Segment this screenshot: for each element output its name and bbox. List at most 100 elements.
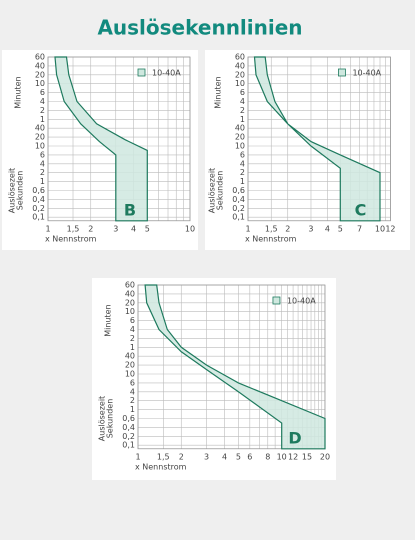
y-tick-label: 1 xyxy=(130,343,135,352)
curve-letter: C xyxy=(355,200,367,219)
y-tick-label: 20 xyxy=(235,133,245,142)
x-tick-label: 1,5 xyxy=(265,224,278,233)
x-axis-label: x Nennstrom xyxy=(45,234,97,243)
x-tick-label: 2 xyxy=(88,224,93,233)
y-tick-label: 40 xyxy=(125,289,135,298)
y-tick-label: 20 xyxy=(125,361,135,370)
y-tick-label: 40 xyxy=(35,61,45,70)
y-tick-label: 2 xyxy=(240,106,245,115)
x-tick-label: 10 xyxy=(277,452,287,461)
y-axis-lower: Auslösezeit xyxy=(98,396,107,441)
x-tick-label: 10 xyxy=(185,224,195,233)
grid-frame xyxy=(247,56,391,222)
y-tick-label: 0,1 xyxy=(232,213,245,222)
legend-swatch xyxy=(338,68,346,77)
x-tick-label: 5 xyxy=(338,224,343,233)
y-tick-label: 10 xyxy=(35,142,45,151)
page-title: Auslösekennlinien xyxy=(97,16,302,40)
y-axis-lower: Auslösezeit xyxy=(208,168,217,213)
y-tick-label: 4 xyxy=(240,97,245,106)
y-tick-label: 4 xyxy=(130,325,135,334)
x-tick-label: 5 xyxy=(236,452,241,461)
x-tick-label: 10 xyxy=(375,224,385,233)
x-tick-label: 3 xyxy=(204,452,209,461)
y-tick-label: 0,6 xyxy=(32,186,45,195)
y-tick-label: 0,4 xyxy=(32,195,45,204)
y-tick-label: 60 xyxy=(35,53,45,62)
y-tick-label: 20 xyxy=(125,298,135,307)
y-tick-label: 0,2 xyxy=(232,204,245,213)
y-axis-lower: Sekunden xyxy=(216,171,225,211)
x-tick-label: 2 xyxy=(179,452,184,461)
y-tick-label: 0,6 xyxy=(232,186,245,195)
x-tick-label: 3 xyxy=(308,224,313,233)
y-axis-lower: Sekunden xyxy=(16,171,25,211)
y-tick-label: 6 xyxy=(40,150,45,159)
y-tick-label: 40 xyxy=(35,124,45,133)
x-tick-label: 1 xyxy=(45,224,50,233)
y-tick-label: 1 xyxy=(240,115,245,124)
curve-letter: B xyxy=(124,200,136,219)
legend-label: 10-40A xyxy=(352,69,381,78)
y-tick-label: 4 xyxy=(240,159,245,168)
y-tick-label: 10 xyxy=(125,307,135,316)
trip-band xyxy=(253,56,381,222)
y-tick-label: 6 xyxy=(240,150,245,159)
x-axis-label: x Nennstrom xyxy=(135,462,187,471)
y-axis-upper: Minuten xyxy=(14,76,23,108)
legend-swatch xyxy=(137,68,146,77)
y-tick-label: 4 xyxy=(130,387,135,396)
grid-frame xyxy=(137,284,326,450)
y-tick-label: 10 xyxy=(235,142,245,151)
y-tick-label: 60 xyxy=(125,281,135,290)
y-tick-label: 4 xyxy=(40,159,45,168)
y-tick-label: 4 xyxy=(40,97,45,106)
y-tick-label: 2 xyxy=(130,396,135,405)
y-tick-label: 40 xyxy=(235,61,245,70)
x-tick-label: 5 xyxy=(145,224,150,233)
y-tick-label: 20 xyxy=(35,70,45,79)
trip-band xyxy=(54,56,148,222)
trip-band xyxy=(144,284,326,450)
y-axis-lower: Sekunden xyxy=(106,399,115,439)
x-tick-label: 1,5 xyxy=(157,452,170,461)
y-tick-label: 20 xyxy=(35,133,45,142)
y-tick-label: 1 xyxy=(130,405,135,414)
y-tick-label: 1 xyxy=(40,115,45,124)
y-tick-label: 2 xyxy=(40,168,45,177)
x-tick-label: 3 xyxy=(113,224,118,233)
y-tick-label: 2 xyxy=(240,168,245,177)
legend-swatch xyxy=(272,296,281,305)
y-tick-label: 0,4 xyxy=(232,195,245,204)
x-tick-label: 12 xyxy=(385,224,395,233)
x-tick-label: 15 xyxy=(302,452,312,461)
y-tick-label: 40 xyxy=(125,352,135,361)
x-tick-label: 1,5 xyxy=(67,224,80,233)
y-tick-label: 1 xyxy=(40,177,45,186)
panel xyxy=(2,50,198,250)
y-tick-label: 0,2 xyxy=(32,204,45,213)
y-tick-label: 6 xyxy=(240,88,245,97)
x-tick-label: 1 xyxy=(135,452,140,461)
y-tick-label: 0,2 xyxy=(122,432,135,441)
y-tick-label: 40 xyxy=(235,124,245,133)
legend-label: 10-40A xyxy=(287,297,316,306)
x-tick-label: 12 xyxy=(288,452,298,461)
curve-letter: D xyxy=(288,428,301,447)
y-tick-label: 2 xyxy=(40,106,45,115)
y-tick-label: 20 xyxy=(235,70,245,79)
x-tick-label: 4 xyxy=(222,452,227,461)
y-tick-label: 0,6 xyxy=(122,414,135,423)
legend-label: 10-40A xyxy=(152,69,181,78)
y-tick-label: 6 xyxy=(130,316,135,325)
y-tick-label: 1 xyxy=(240,177,245,186)
y-tick-label: 2 xyxy=(130,334,135,343)
x-tick-label: 2 xyxy=(285,224,290,233)
y-tick-label: 6 xyxy=(40,88,45,97)
x-tick-label: 20 xyxy=(320,452,330,461)
y-tick-label: 6 xyxy=(130,378,135,387)
y-tick-label: 10 xyxy=(235,79,245,88)
y-axis-upper: Minuten xyxy=(104,304,113,336)
y-axis-lower: Auslösezeit xyxy=(8,168,17,213)
